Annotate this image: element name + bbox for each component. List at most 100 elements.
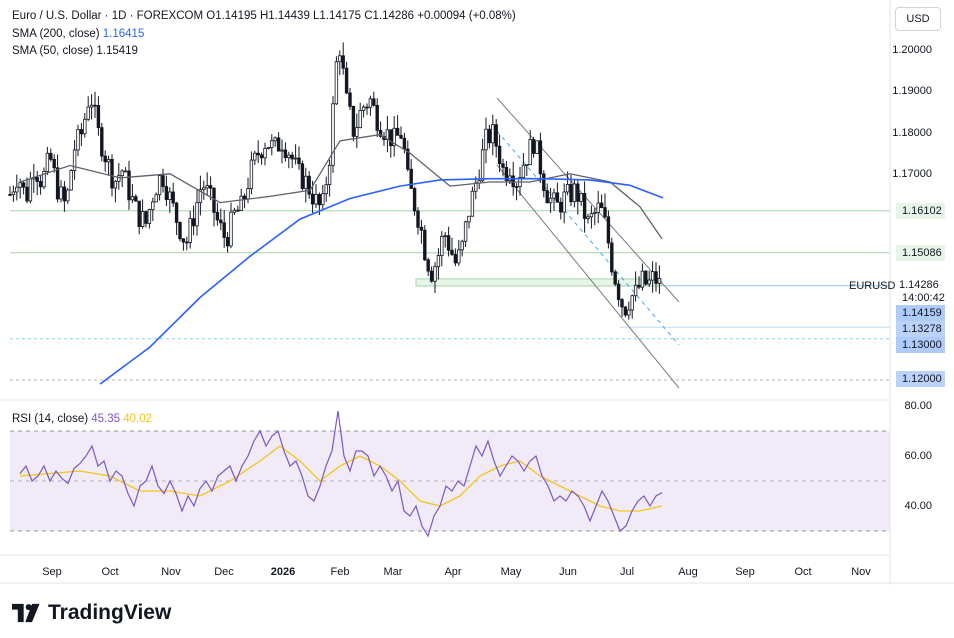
candle-body — [494, 124, 498, 147]
candle-body — [168, 191, 172, 200]
candle-body — [338, 55, 342, 63]
candle-body — [15, 186, 19, 193]
time-tick: Apr — [444, 566, 462, 578]
candle-body — [552, 192, 556, 199]
candle-body — [93, 104, 97, 107]
candle-body — [232, 209, 237, 213]
sma50-legend: SMA (50, close) 1.15419 — [12, 45, 138, 57]
candle-body — [191, 218, 196, 227]
candle-body — [290, 154, 294, 160]
candle-body — [389, 129, 393, 147]
candle-body — [525, 164, 529, 167]
time-tick: Dec — [214, 566, 234, 578]
candle-body — [344, 67, 349, 94]
candle-body — [637, 284, 641, 288]
candle-body — [484, 128, 488, 151]
candle-body — [11, 191, 16, 196]
candle-body — [657, 278, 662, 284]
candle-body — [440, 235, 444, 256]
candle-body — [406, 148, 410, 170]
candle-body — [650, 271, 655, 281]
candle-body — [86, 106, 90, 120]
candle-body — [355, 127, 359, 137]
candle-body — [38, 181, 43, 188]
blue-price-tag: 1.14159 — [896, 305, 945, 321]
candle-body — [62, 186, 67, 202]
candle-body — [395, 127, 400, 136]
currency-button[interactable]: USD — [895, 7, 941, 31]
time-tick: 2026 — [270, 566, 296, 578]
candle-body — [365, 106, 369, 109]
candle-body — [276, 137, 281, 152]
candle-body — [134, 196, 138, 202]
candle-body — [392, 127, 396, 147]
time-tick: Jul — [619, 566, 635, 578]
candle-body — [576, 183, 580, 202]
price-tick: 1.20000 — [892, 44, 932, 56]
sma200-line — [99, 177, 664, 385]
candle-body — [283, 149, 288, 159]
candle-body — [205, 185, 209, 189]
candle-body — [113, 180, 118, 189]
candle-body — [613, 271, 617, 285]
candle-body — [185, 241, 189, 244]
candle-body — [582, 193, 587, 219]
brand-logo[interactable]: TradingView — [12, 601, 171, 625]
candle-body — [127, 170, 131, 201]
candle-body — [562, 191, 566, 213]
candle-body — [171, 191, 175, 204]
candle-body — [256, 152, 260, 156]
candle-body — [497, 145, 502, 165]
candle-body — [202, 187, 206, 191]
trend-channel — [496, 97, 680, 389]
channel-mid-line — [496, 130, 680, 346]
candle-body — [246, 188, 250, 200]
candle-body — [317, 194, 322, 206]
candle-body — [361, 106, 366, 111]
candle-body — [181, 238, 186, 243]
candle-body — [164, 186, 169, 200]
candle-body — [76, 129, 80, 151]
candle-body — [307, 175, 311, 195]
support-zone — [415, 278, 663, 287]
candle-body — [436, 255, 441, 268]
candle-body — [334, 61, 339, 105]
time-tick: Oct — [101, 566, 119, 578]
candle-body — [606, 216, 611, 244]
candle-body — [106, 159, 111, 163]
rsi-tick: 60.00 — [904, 450, 932, 462]
time-tick: Oct — [794, 566, 812, 578]
candle-body — [195, 202, 199, 227]
sma200-label: SMA (200, close) — [12, 28, 100, 40]
candle-body — [263, 148, 267, 159]
time-tick: May — [500, 566, 522, 578]
candle-body — [21, 182, 26, 188]
candle-body — [42, 171, 46, 188]
time-tick: Sep — [42, 566, 62, 578]
level-price-tag: 1.16102 — [896, 202, 945, 219]
candle-body — [259, 154, 264, 159]
rsi-tick: 80.00 — [904, 400, 932, 412]
candle-body — [569, 184, 573, 203]
candle-body — [610, 242, 614, 273]
sma50-line — [19, 133, 663, 240]
candle-body — [409, 168, 413, 189]
candle-body — [368, 98, 373, 108]
price-tick: 1.18000 — [892, 126, 932, 139]
sma50-value: 1.15419 — [96, 45, 138, 57]
candle-body — [83, 118, 87, 135]
candle-body — [144, 211, 148, 224]
candle-body — [157, 175, 162, 196]
candle-body — [140, 211, 145, 227]
candle-body — [463, 221, 468, 242]
candle-body — [521, 164, 526, 178]
blue-price-tag: 1.13278 — [896, 321, 945, 337]
candle-body — [270, 140, 274, 148]
candle-body — [151, 201, 155, 210]
candle-body — [348, 92, 352, 107]
candle-body — [450, 249, 454, 255]
time-tick: Nov — [161, 566, 181, 578]
candle-body — [593, 211, 597, 214]
time-tick: Feb — [330, 566, 350, 578]
candle-body — [589, 213, 594, 218]
